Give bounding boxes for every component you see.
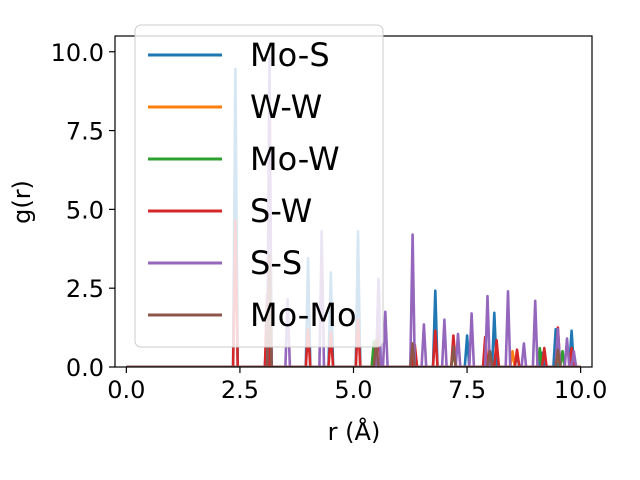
- x-axis-label: r (Å): [328, 417, 381, 446]
- y-axis-label: g(r): [8, 180, 36, 224]
- y-tick-label: 7.5: [66, 118, 104, 146]
- legend-label-w-w: W-W: [250, 88, 322, 126]
- x-tick-label: 7.5: [448, 376, 486, 404]
- x-tick-label: 2.5: [221, 376, 259, 404]
- y-tick-label: 10.0: [51, 39, 104, 67]
- legend-label-s-s: S-S: [250, 244, 302, 282]
- x-tick-label: 10.0: [554, 376, 607, 404]
- y-tick-label: 5.0: [66, 196, 104, 224]
- y-tick-label: 0.0: [66, 354, 104, 382]
- y-tick-label: 2.5: [66, 275, 104, 303]
- legend-label-mo-s: Mo-S: [250, 36, 330, 74]
- legend-label-mo-mo: Mo-Mo: [250, 296, 357, 334]
- legend-label-s-w: S-W: [250, 192, 312, 230]
- legend: Mo-S W-W Mo-W S-W S-S Mo-Mo: [134, 24, 384, 348]
- x-tick-label: 0.0: [107, 376, 145, 404]
- legend-label-mo-w: Mo-W: [250, 140, 340, 178]
- x-axis: 0.0 2.5 5.0 7.5 10.0: [107, 367, 607, 404]
- x-tick-label: 5.0: [334, 376, 372, 404]
- y-axis: 0.0 2.5 5.0 7.5 10.0: [51, 39, 115, 382]
